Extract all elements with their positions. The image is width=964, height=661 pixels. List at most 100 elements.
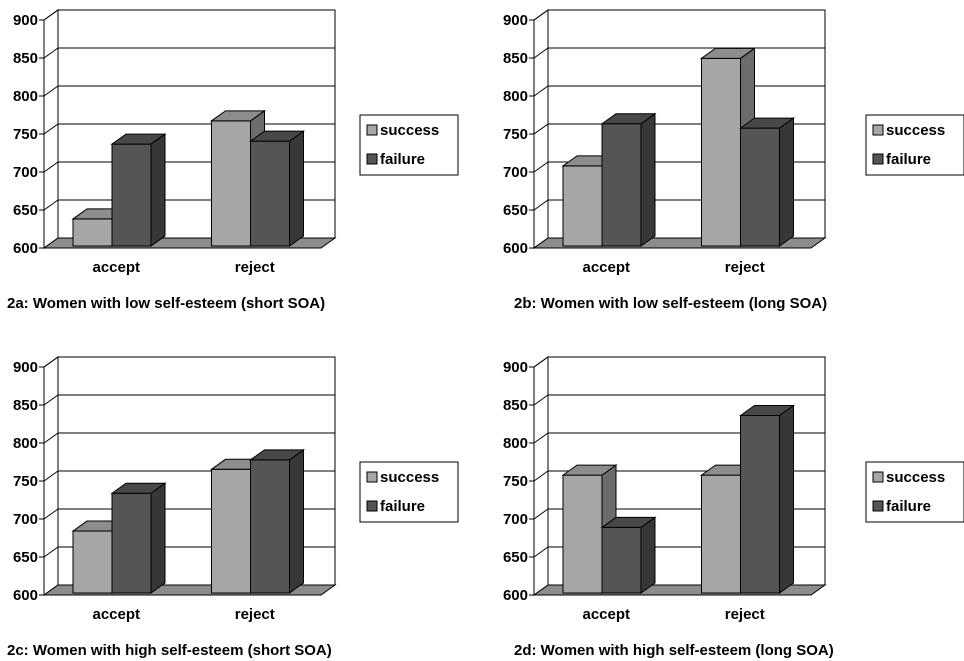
legend-2: success failure [865,114,964,176]
legend-label-failure: failure [886,151,931,168]
bar-side-failure-accept [640,112,656,247]
bar-side-failure-reject [779,117,794,247]
bar-side-failure-reject [779,404,794,594]
bar-front-success-accept [72,218,113,247]
y-tick-label: 650 [13,549,38,566]
gridline-side [533,85,549,97]
legend-swatch-failure [872,153,884,165]
y-tick-label: 650 [503,202,528,219]
gridline-side [533,546,549,558]
gridline-side [43,123,59,135]
legend-label-failure: failure [380,151,425,168]
bar-front-success-reject [701,57,741,247]
bar-failure-accept [110,482,167,594]
bar-front-failure-reject [250,459,290,594]
bar-top-success-reject [699,47,757,59]
gridline-side [533,432,549,444]
legend-swatch-failure [366,153,378,165]
bar-failure-accept [600,112,657,247]
chart-panel-3: 600 650 700 750 800 850 900 accept reject [13,356,337,623]
y-tick-label: 750 [503,473,528,490]
y-tick-label: 800 [503,88,528,105]
bar-side-failure-accept [150,133,166,247]
y-tick-label: 600 [503,240,528,257]
y-tick-label: 900 [503,12,528,29]
legend-label-failure: failure [886,498,931,515]
bar-side-failure-accept [640,516,656,594]
bar-top-failure-reject [738,117,796,129]
chart-panel-1: 600 650 700 750 800 850 900 accept reject [13,9,337,276]
gridline-side [533,47,549,59]
bar-failure-reject [248,448,306,594]
x-category-label-reject: reject [235,606,275,623]
legend-swatch-success [366,124,378,136]
bar-front-success-reject [701,474,741,594]
bar-top-failure-accept [110,482,167,494]
legend-label-success: success [886,122,945,139]
gridline-side [43,356,59,368]
y-tick-label: 650 [13,202,38,219]
gridline-side [43,546,59,558]
gridline-side [43,199,59,211]
x-category-label-accept: accept [92,606,140,623]
y-tick-label: 700 [13,164,38,181]
y-tick-label: 900 [13,12,38,29]
y-tick-label: 850 [503,397,528,414]
y-tick-label: 850 [13,50,38,67]
chart-panel-4: 600 650 700 750 800 850 900 accept reject [503,356,827,623]
y-tick-label: 650 [503,549,528,566]
bar-front-failure-accept [111,492,152,594]
bar-top-failure-accept [110,133,167,145]
legend-label-success: success [380,122,439,139]
gridline-side [533,470,549,482]
legend-swatch-failure [366,500,378,512]
gridline-side [533,394,549,406]
legend-1: success failure [359,114,459,176]
legend-3: success failure [359,461,459,523]
bar-front-success-reject [211,468,251,594]
y-tick-label: 700 [503,164,528,181]
chart-caption-3: 2c: Women with high self-esteem (short S… [7,642,332,659]
y-tick-label: 700 [13,511,38,528]
bar-side-failure-accept [150,482,166,594]
gridline-side [43,47,59,59]
y-tick-label: 900 [503,359,528,376]
bar-front-failure-reject [740,127,780,247]
bar-top-failure-reject [248,130,306,142]
bar-top-success-reject [209,110,267,122]
bar-side-failure-reject [289,130,304,247]
y-tick-label: 900 [13,359,38,376]
bar-front-failure-accept [601,526,642,594]
gridline-side [43,470,59,482]
legend-label-success: success [886,469,945,486]
gridline-side [533,356,549,368]
legend-swatch-failure [872,500,884,512]
legend-label-failure: failure [380,498,425,515]
bar-front-failure-accept [601,123,642,247]
legend-4: success failure [865,461,964,523]
gridline-side [43,508,59,520]
bar-failure-accept [110,133,167,247]
bar-front-success-accept [72,530,113,594]
y-tick-label: 850 [13,397,38,414]
x-category-label-accept: accept [582,259,630,276]
gridline-side [43,161,59,173]
y-tick-label: 600 [13,240,38,257]
gridline-side [533,161,549,173]
bar-top-failure-accept [600,113,657,125]
x-category-label-reject: reject [725,259,765,276]
y-tick-label: 600 [13,587,38,604]
legend-swatch-success [872,124,884,136]
bar-front-failure-reject [250,140,290,247]
y-tick-label: 750 [503,126,528,143]
y-tick-label: 800 [13,88,38,105]
chart-caption-2: 2b: Women with low self-esteem (long SOA… [514,295,827,312]
bar-side-failure-reject [289,448,304,594]
gridline-side [43,432,59,444]
y-tick-label: 800 [503,435,528,452]
legend-swatch-success [366,471,378,483]
bar-top-failure-reject [738,405,796,417]
y-tick-label: 750 [13,126,38,143]
y-tick-label: 700 [503,511,528,528]
